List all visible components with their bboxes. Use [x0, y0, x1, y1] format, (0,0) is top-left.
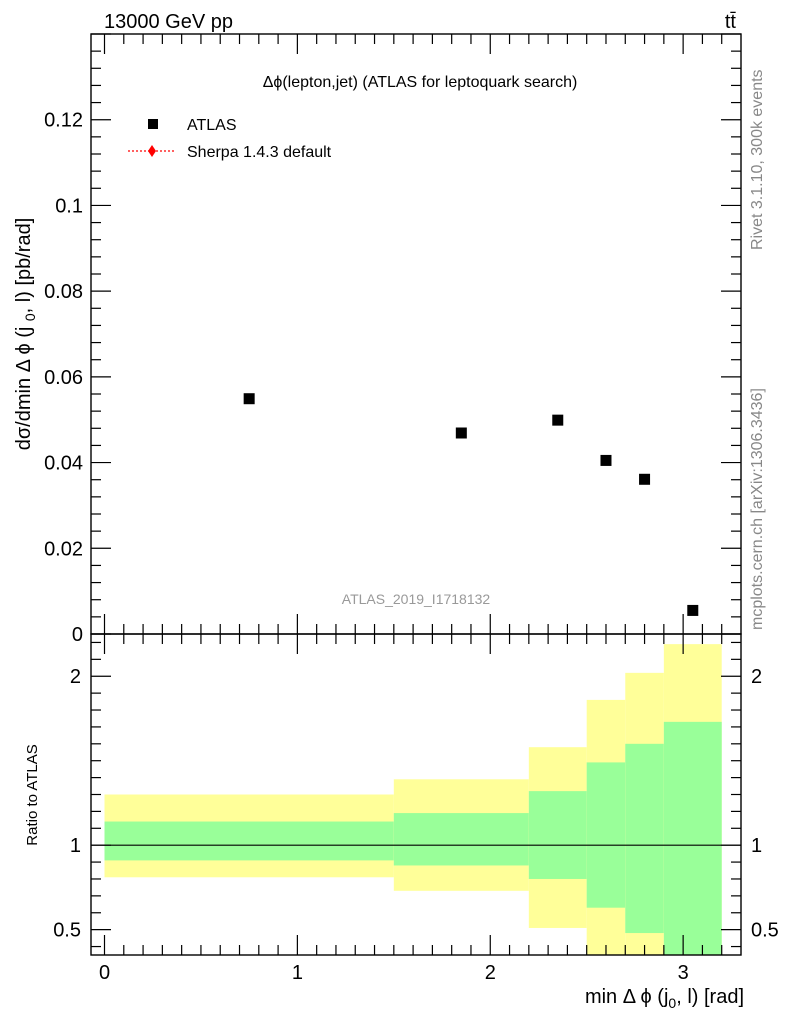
- ratio-xtick-label: 3: [678, 962, 689, 984]
- main-ylabel: dσ/dmin Δ ϕ (j 0, l) [pb/rad]: [13, 218, 38, 451]
- ratio-xtick-label: 1: [292, 962, 303, 984]
- legend-atlas-label: ATLAS: [187, 117, 237, 134]
- ratio-ylabel: Ratio to ATLAS: [24, 744, 41, 845]
- main-data-points: [243, 393, 699, 616]
- legend-sherpa-marker: [148, 145, 156, 157]
- legend-atlas-marker: [148, 119, 158, 129]
- ratio-xtick-label: 2: [485, 962, 496, 984]
- data-point-2: [552, 414, 564, 426]
- data-point-1: [455, 427, 467, 439]
- ylabel-sub: 0: [22, 313, 38, 321]
- ratio-ytick-label-right: 1: [751, 835, 762, 857]
- ylabel-rest: , l) [pb/rad]: [13, 218, 35, 314]
- xlabel-rest: , l) [rad]: [676, 986, 744, 1008]
- green-band-0: [104, 821, 394, 861]
- rivet-note: Rivet 3.1.10, 300k events: [749, 69, 766, 250]
- green-band-1: [393, 813, 529, 866]
- green-band-3: [586, 762, 626, 908]
- green-band-4: [625, 743, 664, 934]
- main-ytick-label: 0: [72, 624, 83, 646]
- data-point-0: [243, 393, 255, 405]
- ratio-xlabel: min Δ ϕ (j0, l) [rad]: [585, 986, 744, 1011]
- ratio-axes: 0.5 0.5 1 1 2 2 0 1 2 3: [53, 633, 779, 984]
- data-point-5: [687, 604, 699, 616]
- data-point-3: [600, 454, 612, 466]
- xlabel-sub: 0: [668, 995, 676, 1011]
- main-ytick-label: 0.04: [44, 453, 83, 475]
- main-ytick-label: 0.1: [55, 195, 83, 217]
- mcplots-note: mcplots.cern.ch [arXiv:1306.3436]: [749, 388, 766, 630]
- main-ytick-label: 0.06: [44, 367, 83, 389]
- ratio-ytick-label-left: 1: [70, 835, 81, 857]
- legend-sherpa-label: Sherpa 1.4.3 default: [187, 144, 332, 161]
- green-band-5: [663, 721, 722, 955]
- legend: ATLAS Sherpa 1.4.3 default: [128, 117, 332, 161]
- watermark: ATLAS_2019_I1718132: [342, 591, 491, 607]
- main-ytick-label: 0.08: [44, 281, 83, 303]
- main-ylabel-text: dσ/dmin Δ ϕ (j: [13, 327, 35, 451]
- main-ytick-label: 0.02: [44, 538, 83, 560]
- main-ytick-label: 0.12: [44, 110, 83, 132]
- main-title: Δϕ(lepton,jet) (ATLAS for leptoquark sea…: [263, 74, 578, 91]
- ratio-ytick-label-right: 2: [751, 666, 762, 688]
- ratio-bands: [91, 644, 741, 955]
- ratio-xtick-label: 0: [99, 962, 110, 984]
- ratio-ytick-label-right: 0.5: [751, 920, 779, 942]
- xlabel-part: min Δ ϕ (j: [585, 986, 668, 1008]
- header-right: tt̄: [725, 11, 737, 33]
- ratio-ytick-label-left: 0.5: [53, 920, 81, 942]
- header-left: 13000 GeV pp: [104, 11, 233, 33]
- data-point-4: [639, 473, 651, 485]
- green-band-2: [528, 791, 587, 879]
- ratio-ytick-label-left: 2: [70, 666, 81, 688]
